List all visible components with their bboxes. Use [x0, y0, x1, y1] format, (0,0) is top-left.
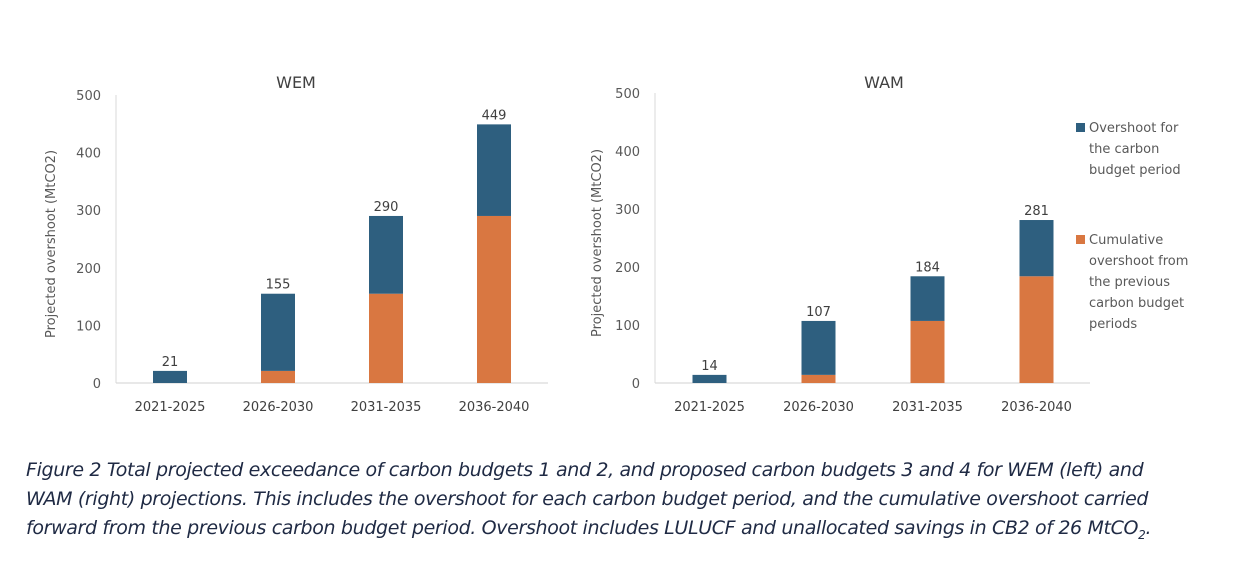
bar-total-label: 14	[701, 359, 718, 374]
chart-wam: WAM 0 100 200 300 400 500 Projected overshoot (…	[590, 73, 1090, 415]
bar-segment-overshoot-period	[153, 370, 187, 383]
bar-segment-overshoot-period	[692, 374, 727, 383]
y-tick-label: 300	[615, 203, 640, 218]
x-tick-label: 2031-2035	[351, 400, 422, 415]
bar-segment-overshoot-period	[801, 320, 836, 375]
legend-label: carbon budget	[1089, 296, 1184, 311]
bar-total-label: 449	[482, 108, 507, 123]
y-tick-label: 100	[76, 319, 101, 334]
legend-label: the previous	[1089, 275, 1170, 290]
y-tick-label: 200	[76, 262, 101, 277]
bar-total-label: 290	[374, 200, 399, 215]
chart-title: WEM	[276, 73, 316, 92]
y-tick-label: 400	[615, 145, 640, 160]
x-tick-label: 2026-2030	[783, 400, 854, 415]
legend-label: Cumulative	[1089, 233, 1163, 248]
bar-segment-cumulative-previous	[910, 320, 945, 383]
legend: Overshoot for the carbon budget period Cumu…	[1076, 121, 1188, 332]
caption-line-1: Figure 2 Total projected exceedance of c…	[26, 459, 1144, 481]
y-tick-label: 200	[615, 261, 640, 276]
bar-segment-cumulative-previous	[261, 370, 295, 383]
bar-segment-overshoot-period	[1019, 220, 1054, 277]
y-tick-label: 0	[93, 377, 101, 392]
bar-segment-overshoot-period	[477, 124, 511, 216]
bar-segment-cumulative-previous	[369, 293, 403, 383]
y-tick-label: 500	[615, 87, 640, 102]
figure-caption: Figure 2 Total projected exceedance of c…	[26, 456, 1226, 550]
bar-segment-overshoot-period	[261, 293, 295, 371]
y-tick-label: 0	[632, 377, 640, 392]
legend-label: Overshoot for	[1089, 121, 1179, 136]
bar-segment-cumulative-previous	[477, 215, 511, 383]
legend-label: periods	[1089, 317, 1137, 332]
x-tick-label: 2031-2035	[892, 400, 963, 415]
y-axis-label: Projected overshoot (MtCO2)	[44, 150, 59, 338]
x-tick-label: 2021-2025	[674, 400, 745, 415]
x-tick-label: 2026-2030	[243, 400, 314, 415]
figure-charts: WEM 0 100 200 300 400 500 Projected overshoot (…	[44, 73, 1188, 415]
y-tick-label: 300	[76, 204, 101, 219]
bar-total-label: 21	[162, 355, 179, 370]
legend-label: budget period	[1089, 163, 1181, 178]
bar-segment-overshoot-period	[910, 276, 945, 321]
y-axis-label: Projected overshoot (MtCO2)	[590, 149, 605, 337]
bar-total-label: 155	[266, 278, 291, 293]
y-tick-label: 400	[76, 147, 101, 162]
legend-label: overshoot from	[1089, 254, 1188, 269]
caption-line-2: WAM (right) projections. This includes t…	[26, 488, 1149, 510]
caption-line-3: forward from the previous carbon budget …	[26, 517, 1152, 542]
bar-segment-cumulative-previous	[801, 374, 836, 383]
bar-total-label: 184	[915, 260, 940, 275]
y-tick-label: 500	[76, 89, 101, 104]
bar-total-label: 281	[1024, 204, 1049, 219]
legend-swatch-cumulative-previous	[1076, 235, 1085, 244]
bar-segment-cumulative-previous	[1019, 276, 1054, 383]
x-tick-label: 2036-2040	[459, 400, 530, 415]
bar-total-label: 107	[806, 305, 831, 320]
chart-wem: WEM 0 100 200 300 400 500 Projected overshoot (…	[44, 73, 548, 415]
x-tick-label: 2036-2040	[1001, 400, 1072, 415]
legend-label: the carbon	[1089, 142, 1159, 157]
y-tick-label: 100	[615, 319, 640, 334]
x-tick-label: 2021-2025	[135, 400, 206, 415]
legend-swatch-overshoot-period	[1076, 123, 1085, 132]
bar-segment-overshoot-period	[369, 215, 403, 294]
chart-title: WAM	[864, 73, 904, 92]
